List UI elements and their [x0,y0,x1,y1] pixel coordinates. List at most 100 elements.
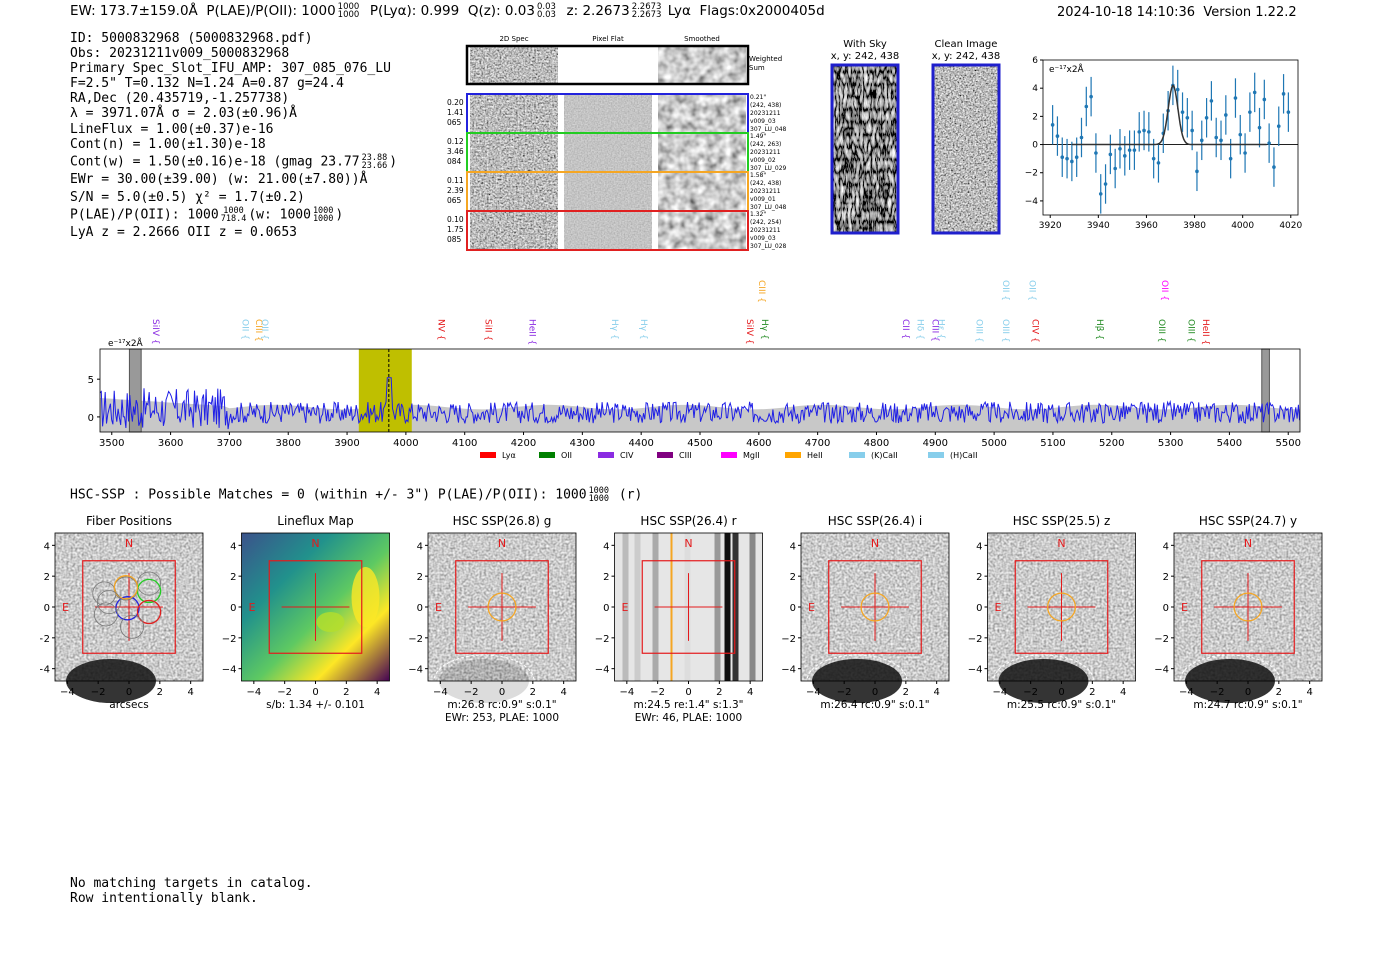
search-box [1014,560,1109,654]
fiber-circle [96,590,121,615]
legend-label: (H)CaII [950,451,977,460]
header-ew: EW: 173.7±159.0Å [70,3,198,19]
zoom-data-point [1055,134,1060,138]
spectrum-line-label: CIV { [1029,319,1039,343]
zoom-x-tick-label: 3920 [1039,221,1062,231]
spectrum-y-tick-label: 5 [88,375,94,386]
hsc-y-tick-label: −2 [781,634,796,645]
hsc-panel-caption: m:25.5 rc:0.9" s:0.1" [1007,699,1116,711]
clean-image-coords: x, y: 242, 438 [932,51,1001,62]
hsc-x-tick-label: 2 [157,687,163,698]
north-label: N [311,537,319,550]
spectrum-y-label: e⁻¹⁷x2Å [108,337,144,349]
spectrum-line-label: Hγ { [609,319,619,340]
hsc-r-streak [732,533,739,681]
hsc-y-tick-label: −4 [781,665,796,676]
zoom-data-point [1118,146,1122,151]
info-sn: S/N = 5.0(±0.5) χ² = 1.7(±0.2) [70,190,305,205]
north-label: N [1244,537,1252,550]
header-plae-hi: 1000 [337,2,360,12]
hsc-r-streak [634,533,641,681]
hsc-x-tick-label: 0 [126,687,132,698]
hsc-y-tick-label: 0 [230,603,236,614]
spectrum-line-label: HeII { [526,319,536,345]
spectrum-x-tick-label: 5300 [1158,438,1183,449]
hsc-y-tick-label: −2 [408,634,423,645]
hsc-title-lo: 1000 [588,494,610,504]
north-label: N [125,537,133,550]
zoom-data-point [1185,115,1190,120]
hsc-x-tick-label: −4 [60,687,75,698]
header-timestamp: 2024-10-18 14:10:36 [1057,5,1196,20]
hsc-panel-caption: arcsecs [109,699,148,711]
zoom-data-point [1103,182,1108,186]
fiber-right-value: v009_02 [750,157,776,164]
info-plae-w-end: ) [335,207,344,223]
zoom-data-point [1142,128,1146,133]
fiber-right-value: 1.49" [750,133,766,140]
spectrum-x-tick-label: 4200 [511,438,536,449]
spectrum-line-label: SiIV { [744,319,754,345]
header-qz: Q(z): 0.03 [467,3,535,19]
legend-swatch [721,452,737,458]
spectrum-y-tick-label: 0 [88,413,94,424]
zoom-data-point [1175,87,1180,92]
zoom-x-tick-label: 3980 [1183,221,1206,231]
clean-image-title: Clean Image [935,39,998,50]
weighted-smooth-image [658,47,746,83]
fiber-right-value: 20231211 [750,188,781,195]
fiber-right-value: 307_LU_029 [750,165,787,172]
legend-swatch [480,452,496,458]
info-line: F=2.5" T=0.132 N=1.24 A=0.87 g=24.4 [70,76,344,91]
fiber-2d-image [470,212,558,249]
header-plae: P(LAE)/P(OII): 1000 [206,3,336,19]
info-contw: Cont(w) = 1.50(±0.16)e-18 (gmag 23.77 23.… [70,154,397,171]
hsc-x-tick-label: 4 [374,687,380,698]
info-ewr: EWr = 30.00(±39.00) (w: 21.00(±7.80))Å [70,172,368,187]
fiber-circle [93,602,118,627]
fiber-circle [120,614,145,639]
spectrum-x-tick-label: 5100 [1040,438,1065,449]
hsc-y-tick-label: 2 [976,572,982,583]
hsc-x-tick-label: 0 [312,687,318,698]
zoom-data-point [1209,99,1214,103]
hsc-x-tick-label: 2 [903,687,909,698]
fiber-left-value: 1.75 [447,225,464,234]
fiber-right-value: v009_01 [750,196,776,203]
with-sky-coords: x, y: 242, 438 [831,51,900,62]
fiber-left-value: 0.10 [447,215,464,224]
zoom-x-tick-label: 4000 [1231,221,1254,231]
zoom-data-point [1276,124,1281,129]
weighted-label: Weighted [749,55,782,63]
hsc-y-tick-label: 2 [417,572,423,583]
header-z-lo: 2.2673 [631,10,662,20]
legend-label: MgII [743,451,760,460]
zoom-data-point [1122,154,1127,158]
spectrum-x-tick-label: 4600 [746,438,771,449]
zoom-data-point [1199,138,1204,143]
east-label: E [249,601,256,614]
fiber-right-value: (242, 263) [750,141,781,148]
zoom-data-point [1137,130,1142,134]
cutout-column-header: 2D Spec [499,35,528,43]
legend-swatch [928,452,944,458]
spectrum-x-tick-label: 3500 [99,438,124,449]
north-label: N [684,537,692,550]
info-line: Primary Spec_Slot_IFU_AMP: 307_085_076_L… [70,61,391,76]
info-plae-w: (w: 1000 [248,207,311,223]
hsc-y-tick-label: −2 [40,634,50,645]
spectrum-line-label: OIII { [1156,319,1166,343]
fiber-left-value: 085 [447,235,462,244]
zoom-data-point [1267,141,1271,145]
zoom-data-point [1074,155,1079,160]
hsc-x-tick-label: −4 [1179,687,1194,698]
fiber-right-value: 1.32" [750,211,766,218]
zoom-data-point [1286,110,1291,114]
zoom-data-point [1252,90,1257,95]
fiber-left-value: 2.39 [447,186,464,195]
spectrum-x-tick-label: 4400 [628,438,653,449]
spectrum-line-label: NV { [435,319,445,340]
search-box [641,560,736,654]
